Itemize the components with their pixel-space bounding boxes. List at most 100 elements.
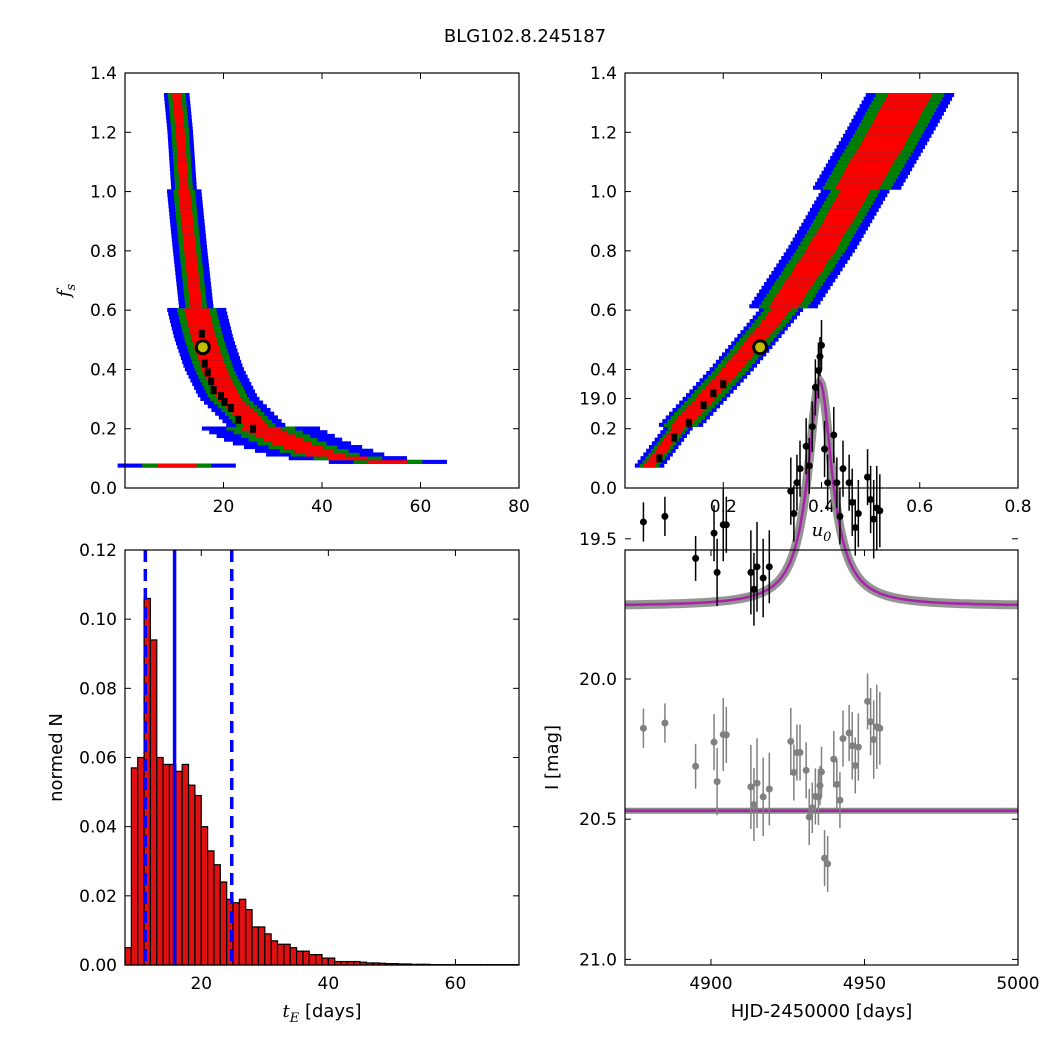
best-cell bbox=[218, 392, 225, 401]
heatmap-cell-red bbox=[179, 181, 189, 187]
data-point bbox=[830, 431, 838, 439]
y-tick-label: 0.8 bbox=[90, 242, 117, 262]
data-point bbox=[845, 479, 853, 487]
heatmap-cell-red bbox=[768, 311, 788, 316]
data-point bbox=[661, 512, 669, 520]
heatmap-cell-red bbox=[776, 293, 806, 298]
heatmap-cell-red bbox=[877, 111, 922, 116]
residual-point bbox=[864, 697, 872, 705]
data-point bbox=[816, 353, 824, 361]
histogram-bar bbox=[270, 940, 279, 966]
data-point bbox=[864, 473, 872, 481]
heatmap-cell-red bbox=[847, 163, 893, 168]
heatmap-cell-red bbox=[681, 411, 702, 416]
heatmap-cell-red bbox=[178, 170, 188, 175]
heatmap-cell-red bbox=[798, 259, 828, 264]
heatmap-cell-red bbox=[176, 144, 186, 149]
residual-point bbox=[765, 785, 773, 793]
residual-point bbox=[848, 742, 856, 750]
heatmap-cell-red bbox=[781, 285, 811, 290]
y-tick-label: 0.02 bbox=[79, 887, 117, 907]
residual-point bbox=[661, 719, 669, 727]
heatmap-cell-red bbox=[850, 159, 895, 164]
best-cell bbox=[201, 359, 208, 368]
histogram-bar bbox=[327, 957, 336, 966]
heatmap-cell-red bbox=[808, 244, 838, 250]
heatmap-cell-red bbox=[643, 463, 656, 468]
histogram-bar bbox=[194, 794, 202, 966]
y-tick-label: 1.2 bbox=[90, 123, 117, 143]
heatmap-cell-red bbox=[786, 278, 816, 283]
data-point bbox=[750, 585, 758, 593]
heatmap-cell-red bbox=[887, 93, 933, 98]
heatmap-cell-red bbox=[173, 104, 183, 109]
histogram-bar bbox=[137, 756, 145, 966]
heatmap-cell-red bbox=[176, 137, 186, 142]
plot-frame bbox=[624, 549, 1019, 966]
heatmap-cell-red bbox=[793, 267, 823, 272]
heatmap-cell-red bbox=[232, 411, 257, 416]
histogram-bar bbox=[251, 926, 260, 966]
histogram-bar bbox=[124, 947, 132, 966]
heatmap-cell-red bbox=[185, 256, 197, 261]
heatmap-cell-red bbox=[867, 130, 912, 135]
histogram-bar bbox=[232, 902, 240, 966]
heatmap-cell-red bbox=[175, 130, 185, 135]
heatmap-cell-red bbox=[837, 181, 882, 187]
heatmap-cell-red bbox=[755, 326, 776, 331]
heatmap-cell-red bbox=[174, 111, 183, 116]
heatmap-cell-red bbox=[328, 456, 368, 461]
best-cell bbox=[671, 433, 678, 442]
heatmap-cell-red bbox=[771, 307, 791, 313]
heatmap-cell-red bbox=[188, 285, 201, 290]
heatmap-cell-red bbox=[737, 348, 758, 353]
heatmap-cell-red bbox=[854, 152, 899, 157]
heatmap-cell-red bbox=[845, 167, 891, 172]
best-cell bbox=[685, 418, 692, 427]
heatmap-cell-red bbox=[217, 396, 243, 401]
heatmap-cell-red bbox=[649, 456, 662, 461]
heatmap-cell-red bbox=[863, 137, 908, 142]
best-fit-marker-inner bbox=[197, 342, 208, 353]
heatmap-cell-red bbox=[812, 237, 842, 242]
y-tick-label: 0.10 bbox=[79, 610, 117, 630]
residual-point bbox=[845, 729, 853, 737]
x-axis-label-sub: E bbox=[289, 1011, 300, 1026]
heatmap-cell-red bbox=[179, 178, 188, 183]
histogram-bar bbox=[289, 947, 298, 966]
heatmap-cell-red bbox=[177, 148, 186, 153]
histogram-bar bbox=[276, 943, 285, 966]
residual-point bbox=[821, 854, 829, 862]
y-tick-label: 0.06 bbox=[79, 749, 117, 769]
heatmap-cell-red bbox=[184, 252, 197, 257]
heatmap-cell-red bbox=[187, 319, 212, 324]
y-tick-label: 20.5 bbox=[579, 810, 617, 830]
heatmap-cell-red bbox=[672, 426, 684, 431]
panel-light-curve: 4900 4950 5000 19.0 19.5 20.0 20.5 21.0 HJD-2450… bbox=[542, 320, 1040, 1022]
heatmap-cell-red bbox=[185, 263, 198, 268]
heatmap-cell-red bbox=[771, 300, 801, 305]
heatmap-cell-red bbox=[186, 315, 211, 320]
heatmap-cell-red bbox=[839, 178, 884, 183]
heatmap-cell-red bbox=[221, 400, 246, 405]
heatmap-cell-red bbox=[843, 170, 888, 175]
heatmap-cell-red bbox=[236, 415, 261, 420]
heatmap-cell-red bbox=[869, 126, 914, 131]
y-tick-label: 21.0 bbox=[579, 950, 617, 970]
heatmap-cell-red bbox=[871, 122, 916, 127]
residual-point bbox=[796, 749, 804, 757]
heatmap-cell-red bbox=[761, 319, 782, 324]
heatmap-cell-red bbox=[178, 193, 191, 198]
histogram-bar bbox=[238, 898, 247, 966]
heatmap-cell-red bbox=[684, 407, 705, 413]
heatmap-cell-red bbox=[800, 256, 831, 261]
histogram-bar bbox=[200, 826, 209, 966]
heatmap-cell-red bbox=[858, 144, 903, 149]
residual-point bbox=[759, 793, 767, 801]
heatmap-cell-red bbox=[188, 289, 201, 294]
heatmap-cell-red bbox=[172, 100, 182, 105]
residual-point bbox=[808, 804, 816, 812]
heatmap-cell-red bbox=[199, 359, 224, 364]
heatmap-cell-red bbox=[186, 270, 199, 275]
heatmap-cell-red bbox=[157, 463, 197, 468]
